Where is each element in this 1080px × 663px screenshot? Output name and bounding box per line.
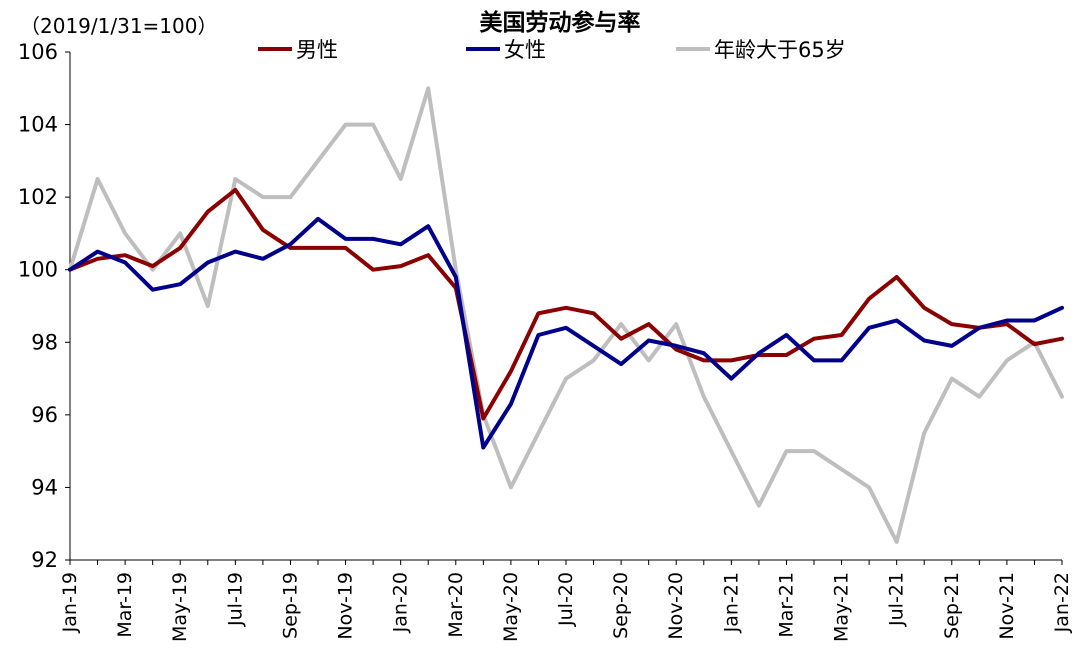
- x-tick-label: Nov-21: [996, 572, 1018, 640]
- series-line-female: [68, 216, 1064, 450]
- x-tick-label: Nov-20: [665, 572, 687, 640]
- legend-label-over65: 年龄大于65岁: [714, 38, 846, 62]
- y-tick-label: 102: [18, 185, 58, 209]
- y-tick-label: 92: [31, 548, 58, 572]
- x-tick-label: Jan-21: [720, 572, 742, 633]
- y-axis: 92 94 96 98 100 102 104 106: [18, 40, 71, 572]
- x-tick-label: Jul-20: [555, 572, 577, 627]
- series-line-male: [68, 187, 1064, 421]
- unit-label: （2019/1/31=100）: [20, 14, 217, 38]
- x-tick-label: Sep-21: [941, 572, 963, 639]
- series-line-over65: [68, 86, 1064, 544]
- x-tick-label: Mar-21: [775, 572, 797, 638]
- x-tick-label: May-21: [831, 572, 853, 642]
- chart-title: 美国劳动参与率: [480, 9, 641, 36]
- legend: 男性 女性 年龄大于65岁: [258, 38, 846, 62]
- x-tick-label: May-19: [169, 572, 191, 642]
- legend-label-female: 女性: [504, 38, 546, 62]
- x-tick-label: Jul-21: [886, 572, 908, 627]
- x-tick-label: Mar-20: [445, 572, 467, 638]
- y-tick-label: 94: [31, 475, 58, 499]
- x-tick-label: Jan-20: [390, 572, 412, 633]
- x-tick-label: Jan-22: [1051, 572, 1073, 633]
- legend-label-male: 男性: [296, 38, 338, 62]
- x-tick-label: Sep-19: [279, 572, 301, 639]
- x-tick-label: Sep-20: [610, 572, 632, 639]
- x-tick-label: Jan-19: [59, 572, 81, 633]
- y-tick-label: 104: [18, 113, 58, 137]
- x-tick-label: May-20: [500, 572, 522, 642]
- y-tick-label: 106: [18, 40, 58, 64]
- x-tick-label: Nov-19: [335, 572, 357, 640]
- y-tick-label: 96: [31, 403, 58, 427]
- y-tick-label: 100: [18, 258, 58, 282]
- x-tick-label: Mar-19: [114, 572, 136, 638]
- x-axis: Jan-19 Mar-19 May-19 Jul-19 Sep-19 Nov-19 Jan-…: [59, 559, 1073, 642]
- y-tick-label: 98: [31, 330, 58, 354]
- series-lines: [68, 86, 1064, 544]
- x-tick-label: Jul-19: [224, 572, 246, 627]
